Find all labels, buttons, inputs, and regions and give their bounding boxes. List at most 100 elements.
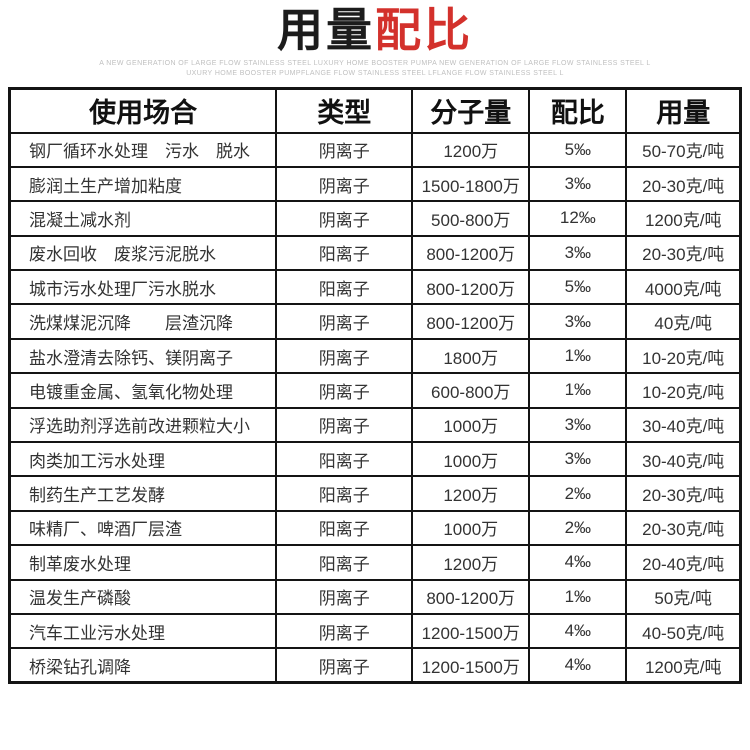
table-cell: 600-800万 [411, 372, 531, 409]
table-cell: 废水回收 废浆污泥脱水 [8, 234, 278, 272]
page-title: 用量配比 [0, 4, 750, 56]
table-body: 钢厂循环水处理 污水 脱水 阴离子 1200万 5‰ 50-70克/吨 膨润土生产增加粘度… [8, 131, 742, 684]
table-cell: 阴离子 [275, 647, 414, 684]
table-cell: 1000万 [411, 441, 531, 478]
table-container: 使用场合 类型 分子量 配比 用量 钢厂循环水处理 污水 脱水 阴离子 1200万 5… [0, 79, 750, 685]
subtitle: A NEW GENERATION OF LARGE FLOW STAINLESS… [0, 59, 750, 79]
subtitle-line-2: UXURY HOME BOOSTER PUMPFLANGE FLOW STAIN… [186, 70, 564, 77]
table-cell: 1200万 [411, 131, 531, 168]
table-cell: 膨润土生产增加粘度 [8, 165, 278, 203]
table-cell: 制药生产工艺发酵 [8, 475, 278, 512]
table-cell: 混凝土减水剂 [8, 200, 278, 237]
table-row: 洗煤煤泥沉降 层渣沉降 阴离子 800-1200万 3‰ 40克/吨 [8, 303, 742, 340]
table-cell: 1200克/吨 [625, 200, 742, 237]
table-cell: 800-1200万 [411, 578, 531, 615]
header-cell-use-case: 使用场合 [8, 87, 278, 134]
header-cell-dosage: 用量 [625, 87, 742, 134]
table-cell: 阳离子 [275, 509, 414, 547]
table-row: 钢厂循环水处理 污水 脱水 阴离子 1200万 5‰ 50-70克/吨 [8, 131, 742, 168]
table-cell: 800-1200万 [411, 269, 531, 306]
table-header-row: 使用场合 类型 分子量 配比 用量 [8, 87, 742, 134]
table-cell: 1000万 [411, 509, 531, 547]
table-cell: 1800万 [411, 337, 531, 375]
table-cell: 阴离子 [275, 337, 414, 375]
table-row: 桥梁钻孔调降 阴离子 1200-1500万 4‰ 1200克/吨 [8, 647, 742, 684]
table-cell: 20-30克/吨 [625, 234, 742, 272]
header-cell-molecular-weight: 分子量 [411, 87, 531, 134]
table-cell: 阳离子 [275, 234, 414, 272]
table-cell: 阴离子 [275, 303, 414, 340]
title-black-text: 用量 [277, 4, 375, 56]
table-row: 汽车工业污水处理 阴离子 1200-1500万 4‰ 40-50克/吨 [8, 612, 742, 650]
table-cell: 阴离子 [275, 200, 414, 237]
table-row: 混凝土减水剂 阴离子 500-800万 12‰ 1200克/吨 [8, 200, 742, 237]
table-cell: 12‰ [528, 200, 628, 237]
table-cell: 3‰ [528, 441, 628, 478]
table-cell: 浮选助剂浮选前改进颗粒大小 [8, 406, 278, 444]
table-cell: 10-20克/吨 [625, 372, 742, 409]
table-cell: 温发生产磷酸 [8, 578, 278, 615]
table-cell: 5‰ [528, 131, 628, 168]
table-cell: 汽车工业污水处理 [8, 612, 278, 650]
table-row: 浮选助剂浮选前改进颗粒大小 阴离子 1000万 3‰ 30-40克/吨 [8, 406, 742, 444]
table-cell: 3‰ [528, 165, 628, 203]
table-cell: 1‰ [528, 372, 628, 409]
table-cell: 4‰ [528, 544, 628, 581]
table-row: 制药生产工艺发酵 阳离子 1200万 2‰ 20-30克/吨 [8, 475, 742, 512]
table-cell: 阳离子 [275, 269, 414, 306]
table-cell: 4000克/吨 [625, 269, 742, 306]
table-cell: 50克/吨 [625, 578, 742, 615]
table-cell: 1200-1500万 [411, 612, 531, 650]
table-cell: 4‰ [528, 612, 628, 650]
table-cell: 制革废水处理 [8, 544, 278, 581]
table-cell: 1‰ [528, 578, 628, 615]
table-cell: 桥梁钻孔调降 [8, 647, 278, 684]
table-row: 温发生产磷酸 阴离子 800-1200万 1‰ 50克/吨 [8, 578, 742, 615]
table-cell: 阴离子 [275, 372, 414, 409]
table-row: 膨润土生产增加粘度 阴离子 1500-1800万 3‰ 20-30克/吨 [8, 165, 742, 203]
table-cell: 50-70克/吨 [625, 131, 742, 168]
table-cell: 肉类加工污水处理 [8, 441, 278, 478]
table-cell: 500-800万 [411, 200, 531, 237]
table-cell: 1200克/吨 [625, 647, 742, 684]
table-cell: 阴离子 [275, 578, 414, 615]
table-cell: 电镀重金属、氢氧化物处理 [8, 372, 278, 409]
title-red-text: 配比 [375, 4, 473, 56]
table-cell: 5‰ [528, 269, 628, 306]
table-cell: 阴离子 [275, 406, 414, 444]
table-cell: 城市污水处理厂污水脱水 [8, 269, 278, 306]
table-cell: 40-50克/吨 [625, 612, 742, 650]
dosage-ratio-table: 使用场合 类型 分子量 配比 用量 钢厂循环水处理 污水 脱水 阴离子 1200万 5… [8, 87, 742, 685]
table-cell: 800-1200万 [411, 234, 531, 272]
table-cell: 3‰ [528, 303, 628, 340]
table-cell: 盐水澄清去除钙、镁阴离子 [8, 337, 278, 375]
table-cell: 30-40克/吨 [625, 441, 742, 478]
table-cell: 阳离子 [275, 475, 414, 512]
table-row: 味精厂、啤酒厂层渣 阳离子 1000万 2‰ 20-30克/吨 [8, 509, 742, 547]
table-cell: 20-30克/吨 [625, 475, 742, 512]
table-cell: 800-1200万 [411, 303, 531, 340]
table-cell: 3‰ [528, 234, 628, 272]
table-row: 肉类加工污水处理 阳离子 1000万 3‰ 30-40克/吨 [8, 441, 742, 478]
table-cell: 2‰ [528, 475, 628, 512]
table-cell: 阴离子 [275, 612, 414, 650]
header-cell-type: 类型 [275, 87, 414, 134]
header-cell-ratio: 配比 [528, 87, 628, 134]
table-cell: 20-30克/吨 [625, 509, 742, 547]
table-row: 电镀重金属、氢氧化物处理 阴离子 600-800万 1‰ 10-20克/吨 [8, 372, 742, 409]
table-cell: 30-40克/吨 [625, 406, 742, 444]
table-cell: 2‰ [528, 509, 628, 547]
table-cell: 10-20克/吨 [625, 337, 742, 375]
table-row: 废水回收 废浆污泥脱水 阳离子 800-1200万 3‰ 20-30克/吨 [8, 234, 742, 272]
table-cell: 阴离子 [275, 131, 414, 168]
table-cell: 3‰ [528, 406, 628, 444]
table-row: 盐水澄清去除钙、镁阴离子 阴离子 1800万 1‰ 10-20克/吨 [8, 337, 742, 375]
page-header: 用量配比 A NEW GENERATION OF LARGE FLOW STAI… [0, 0, 750, 79]
table-cell: 1200万 [411, 475, 531, 512]
table-cell: 20-40克/吨 [625, 544, 742, 581]
table-row: 城市污水处理厂污水脱水 阳离子 800-1200万 5‰ 4000克/吨 [8, 269, 742, 306]
table-cell: 1200-1500万 [411, 647, 531, 684]
table-cell: 洗煤煤泥沉降 层渣沉降 [8, 303, 278, 340]
table-cell: 4‰ [528, 647, 628, 684]
table-cell: 阴离子 [275, 165, 414, 203]
